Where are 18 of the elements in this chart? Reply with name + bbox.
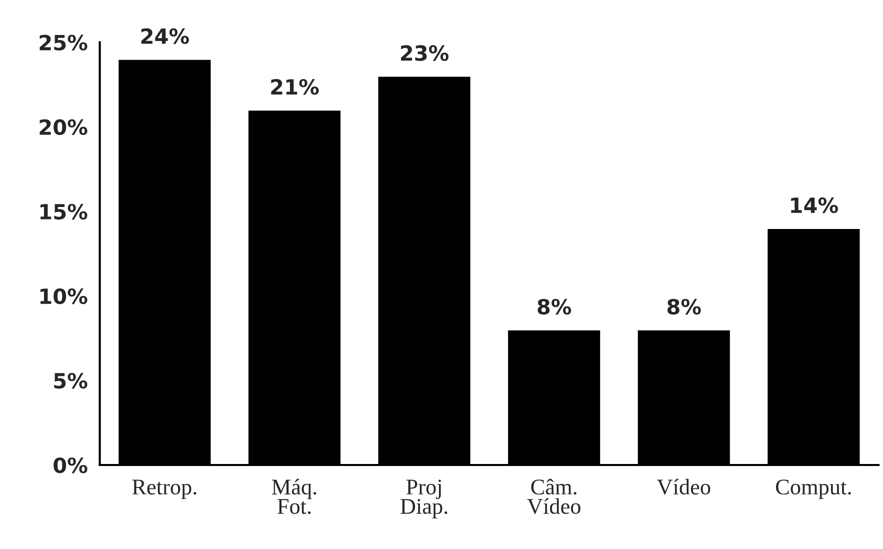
data-label: 24% xyxy=(141,28,189,44)
x-tick-label: Proj Diap. xyxy=(400,480,448,518)
y-tick-label: 15% xyxy=(40,204,88,220)
x-tick-label: Vídeo xyxy=(656,478,710,495)
x-tick-label: Retrop. xyxy=(132,480,196,500)
data-label: 21% xyxy=(271,79,319,95)
y-tick-label: 10% xyxy=(40,288,88,304)
x-tick-label: Máq. Fot. xyxy=(272,478,316,514)
y-tick-label: 20% xyxy=(40,119,88,136)
x-tick-label: Câm. Vídeo xyxy=(527,478,580,514)
data-label: 23% xyxy=(400,45,449,61)
data-label: 8% xyxy=(538,298,572,315)
data-label: 8% xyxy=(667,298,701,315)
y-tick-label: 5% xyxy=(54,372,88,389)
y-tick-label: 0% xyxy=(54,457,88,474)
x-tick-label: Comput. xyxy=(776,480,851,500)
y-tick-label: 25% xyxy=(40,34,88,50)
data-label: 14% xyxy=(791,197,838,214)
